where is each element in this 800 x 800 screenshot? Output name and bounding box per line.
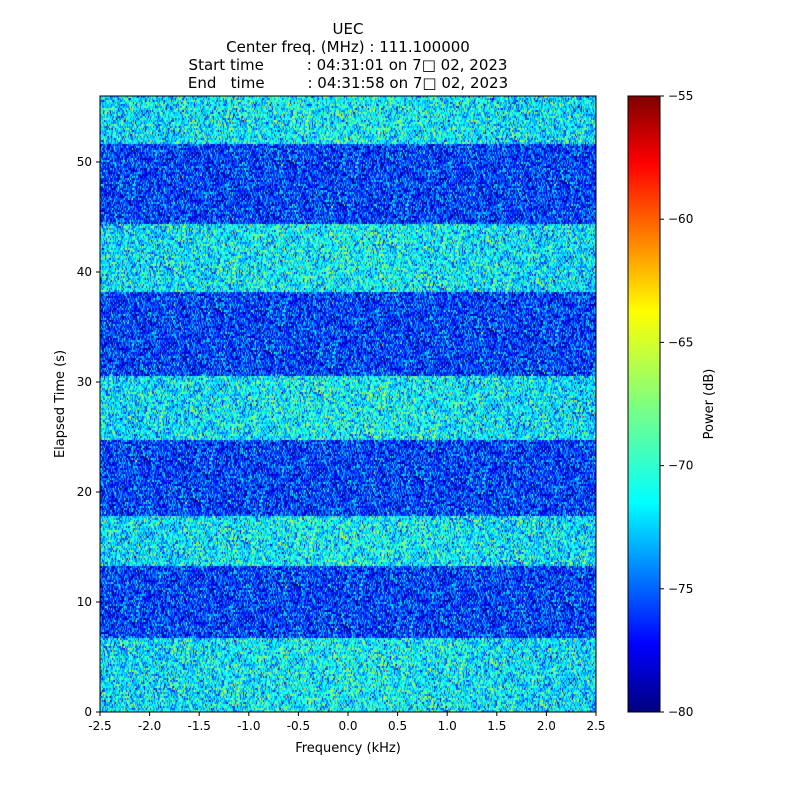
colorbar-label: Power (dB): [702, 369, 717, 440]
y-tick-label: 10: [77, 595, 92, 609]
colorbar-tick-label: −75: [668, 582, 693, 596]
y-tick-label: 50: [77, 155, 92, 169]
y-axis-label: Elapsed Time (s): [53, 350, 68, 458]
colorbar: [627, 95, 661, 713]
title-line-station: UEC: [332, 20, 364, 38]
x-tick-label: -2.0: [138, 719, 161, 733]
x-tick-label: 0.5: [388, 719, 407, 733]
colorbar-tick-label: −55: [668, 89, 693, 103]
x-tick-label: 1.0: [438, 719, 457, 733]
chart-title: UEC Center freq. (MHz) : 111.100000 Star…: [98, 20, 598, 92]
y-axis-ticks: 0 10 20 30 40 50: [77, 155, 100, 719]
colorbar-ticks: −80 −75 −70 −65 −60 −55: [660, 89, 693, 719]
x-tick-label: 2.5: [586, 719, 605, 733]
colorbar-tick-label: −80: [668, 705, 693, 719]
y-tick-label: 40: [77, 265, 92, 279]
x-tick-label: -0.5: [287, 719, 310, 733]
x-tick-label: 0.0: [338, 719, 357, 733]
x-tick-label: -1.5: [187, 719, 210, 733]
y-tick-label: 30: [77, 375, 92, 389]
x-tick-label: 1.5: [487, 719, 506, 733]
colorbar-tick-label: −65: [668, 335, 693, 349]
x-axis-ticks: -2.5 -2.0 -1.5 -1.0 -0.5 0.0 0.5 1.0 1.5 2.0 2.5: [88, 712, 606, 733]
x-axis-label: Frequency (kHz): [295, 741, 401, 756]
title-line-center-freq: Center freq. (MHz) : 111.100000: [226, 38, 470, 56]
y-tick-label: 0: [84, 705, 92, 719]
y-tick-label: 20: [77, 485, 92, 499]
spectrogram-heatmap: [100, 96, 596, 712]
x-tick-label: -1.0: [237, 719, 260, 733]
title-line-end-time: End time : 04:31:58 on 7□ 02, 2023: [187, 74, 509, 92]
x-tick-label: 2.0: [537, 719, 556, 733]
x-tick-label: -2.5: [88, 719, 111, 733]
title-line-start-time: Start time : 04:31:01 on 7□ 02, 2023: [188, 56, 508, 74]
colorbar-tick-label: −60: [668, 212, 693, 226]
colorbar-tick-label: −70: [668, 459, 693, 473]
